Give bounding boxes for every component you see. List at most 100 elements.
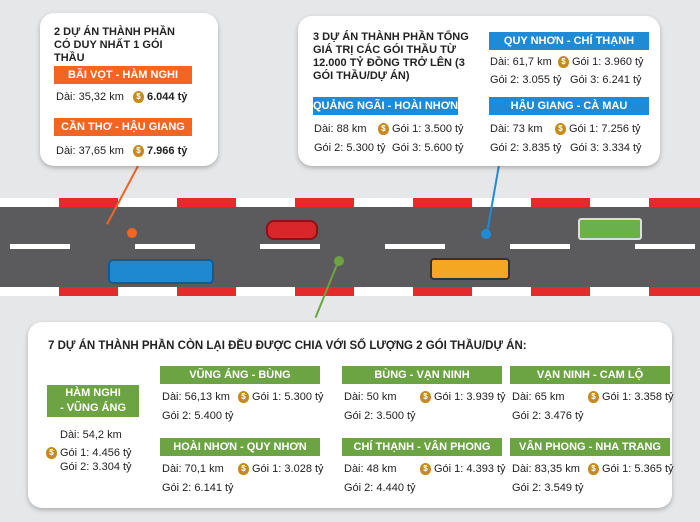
road-curb [354, 198, 413, 207]
truck-orange-icon [430, 258, 510, 280]
package-value: Gói 2: 6.141 tỷ [162, 482, 234, 494]
road-curb [59, 198, 118, 207]
package-value: $ Gói 1: 3.500 tỷ [378, 123, 464, 136]
package-value: $ Gói 1: 3.358 tỷ [588, 391, 674, 404]
package-value: Gói 2: 3.055 tỷ [490, 74, 562, 86]
package-value: $ Gói 1: 5.365 tỷ [588, 463, 674, 476]
money-bag-icon: $ [238, 391, 249, 404]
package-value-text: Gói 1: 3.358 tỷ [602, 391, 674, 403]
money-bag-icon: $ [558, 56, 569, 69]
road-curb [354, 287, 413, 296]
package-value: $7.966 tỷ [133, 145, 187, 158]
project-header: BÙNG - VẠN NINH [342, 366, 502, 384]
car-red-icon [266, 220, 318, 240]
package-value: Gói 2: 4.440 tỷ [344, 482, 416, 494]
project-length: Dài: 37,65 km [56, 145, 124, 157]
package-value: $6.044 tỷ [133, 91, 187, 104]
project-length: Dài: 73 km [490, 123, 543, 135]
card3-title: 7 DỰ ÁN THÀNH PHẦN CÒN LẠI ĐỀU ĐƯỢC CHIA… [48, 340, 527, 352]
project-length: Dài: 61,7 km [490, 56, 552, 68]
lane-marking [135, 244, 195, 249]
lane-marking [260, 244, 320, 249]
money-bag-icon: $ [588, 463, 599, 476]
money-bag-icon: $ [46, 447, 57, 460]
package-value-text: Gói 1: 3.939 tỷ [434, 391, 506, 403]
package-value: $ Gói 1: 5.300 tỷ [238, 391, 324, 404]
road-curb [531, 198, 590, 207]
package-value-text: Gói 1: 3.028 tỷ [252, 463, 324, 475]
project-header [47, 385, 139, 417]
project-header: HOÀI NHƠN - QUY NHƠN [160, 438, 320, 456]
card1-title: 2 DỰ ÁN THÀNH PHẦN CÓ DUY NHẤT 1 GÓI THẦ… [54, 26, 175, 64]
package-value: Gói 2: 3.476 tỷ [512, 410, 584, 422]
package-value: Gói 3: 6.241 tỷ [570, 74, 642, 86]
package-value: Gói 2: 5.300 tỷ [314, 142, 386, 154]
package-value-text: Gói 1: 5.365 tỷ [602, 463, 674, 475]
project-length: Dài: 83,35 km [512, 463, 580, 475]
project-header: CHÍ THẠNH - VÂN PHONG [342, 438, 502, 456]
road-curb [177, 198, 236, 207]
marker-dot [334, 256, 344, 266]
road-curb [590, 198, 649, 207]
project-header: BÃI VỌT - HÀM NGHI [54, 66, 192, 84]
package-value-text: Gói 1: 5.300 tỷ [252, 391, 324, 403]
package-value: $ Gói 1: 4.393 tỷ [420, 463, 506, 476]
project-header: QUY NHƠN - CHÍ THẠNH [489, 32, 649, 50]
money-bag-icon: $ [238, 463, 249, 476]
road-curb [118, 287, 177, 296]
project-header-line2: - VŨNG ÁNG [60, 402, 126, 414]
lane-marking [385, 244, 445, 249]
road-curb [295, 198, 354, 207]
marker-dot [127, 228, 137, 238]
road-curb [472, 287, 531, 296]
project-header: QUẢNG NGÃI - HOÀI NHƠN [313, 97, 458, 115]
project-header: VŨNG ÁNG - BÙNG [160, 366, 320, 384]
project-length: Dài: 70,1 km [162, 463, 224, 475]
money-bag-icon: $ [133, 91, 144, 104]
road-curb [236, 198, 295, 207]
lane-marking [10, 244, 70, 249]
package-value: $ Gói 1: 7.256 tỷ [555, 123, 641, 136]
lane-marking [510, 244, 570, 249]
project-length: Dài: 35,32 km [56, 91, 124, 103]
road-curb [118, 198, 177, 207]
road-curb [59, 287, 118, 296]
money-bag-icon: $ [420, 463, 431, 476]
package-value-text: Gói 1: 4.393 tỷ [434, 463, 506, 475]
money-bag-icon: $ [420, 391, 431, 404]
lane-marking [635, 244, 695, 249]
road-curb [177, 287, 236, 296]
project-header: VÂN PHONG - NHA TRANG [510, 438, 670, 456]
package-value: Gói 2: 3.304 tỷ [60, 461, 132, 473]
truck-green-icon [578, 218, 642, 240]
package-value: $ Gói 1: 3.028 tỷ [238, 463, 324, 476]
money-bag-icon: $ [555, 123, 566, 136]
road-curb [531, 287, 590, 296]
project-length: Dài: 48 km [344, 463, 397, 475]
project-header: CẦN THƠ - HẬU GIANG [54, 118, 192, 136]
project-length: Dài: 54,2 km [60, 429, 122, 441]
package-value: $ Gói 1: 3.960 tỷ [558, 56, 644, 69]
road-curb [413, 198, 472, 207]
road-curb [0, 287, 59, 296]
package-value: Gói 2: 5.400 tỷ [162, 410, 234, 422]
money-bag-icon: $ [133, 145, 144, 158]
package-value: Gói 2: 3.500 tỷ [344, 410, 416, 422]
project-length: Dài: 88 km [314, 123, 367, 135]
project-length: Dài: 65 km [512, 391, 565, 403]
marker-dot [481, 229, 491, 239]
project-header: VẠN NINH - CAM LỘ [510, 366, 670, 384]
package-value: $ Gói 1: 3.939 tỷ [420, 391, 506, 404]
project-length: Dài: 50 km [344, 391, 397, 403]
road-curb [590, 287, 649, 296]
money-bag-icon: $ [378, 123, 389, 136]
package-value: Gói 3: 3.334 tỷ [570, 142, 642, 154]
money-bag-icon: $ [588, 391, 599, 404]
road [0, 198, 700, 294]
road-curb [0, 198, 59, 207]
road-curb [413, 287, 472, 296]
package-value: Gói 2: 3.549 tỷ [512, 482, 584, 494]
card-single-package [40, 13, 218, 166]
package-value: $ Gói 1: 4.456 tỷ [46, 447, 132, 460]
project-header: HẬU GIANG - CÀ MAU [489, 97, 649, 115]
